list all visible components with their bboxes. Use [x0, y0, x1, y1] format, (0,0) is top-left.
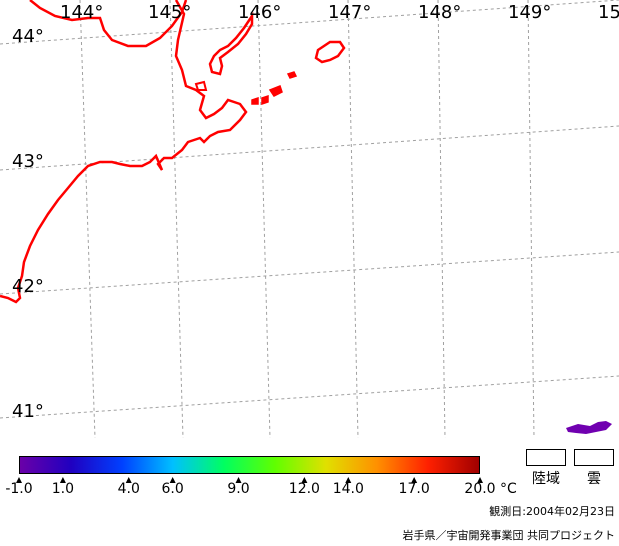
kunashiri-coast: [208, 11, 254, 76]
longitude-label-148: 148°: [418, 2, 462, 23]
colorbar-tick-marks: [16, 477, 483, 483]
longitude-label-150: 15: [598, 2, 619, 23]
longitude-label-144: 144°: [60, 2, 104, 23]
meridian-line: [437, 0, 446, 438]
latitude-label-43: 43°: [12, 151, 44, 172]
land-legend-label: 陸域: [532, 471, 560, 487]
shikotan-coast: [314, 40, 346, 64]
habomai-islets: [251, 71, 298, 106]
colorbar-tick-label: 12.0: [288, 481, 320, 497]
small-island: [194, 80, 208, 91]
cloud-legend-label: 雲: [587, 471, 601, 487]
cloud-legend-swatch: [574, 449, 614, 466]
meridian-line: [527, 0, 535, 438]
colorbar-tick: [169, 477, 176, 483]
colorbar-tick: [411, 477, 418, 483]
graticule: [0, 0, 619, 438]
longitude-label-145: 145°: [148, 2, 192, 23]
colorbar-tick-label: -1.0: [5, 481, 33, 497]
colorbar-tick: [125, 477, 132, 483]
colorbar-tick-label: 4.0: [117, 481, 140, 497]
parallel-line: [0, 0, 619, 45]
latitude-label-41: 41°: [12, 401, 44, 422]
meridian-line: [347, 0, 359, 438]
colorbar-tick-label: 20.0: [464, 481, 496, 497]
map-canvas: [0, 0, 619, 438]
colorbar-tick: [16, 477, 22, 483]
land-legend-swatch: [526, 449, 566, 466]
parallel-line: [0, 375, 619, 419]
credit-line: 岩手県／宇宙開発事業団 共同プロジェクト: [402, 529, 616, 542]
meridian-line: [257, 0, 271, 438]
colorbar-tick-label: 9.0: [227, 481, 250, 497]
colorbar-tick: [301, 477, 308, 483]
colorbar-tick-label: 6.0: [161, 481, 184, 497]
hokkaido-coast: [0, 0, 248, 304]
colorbar-tick: [477, 477, 483, 483]
temperature-colorbar: [19, 456, 480, 474]
longitude-label-149: 149°: [508, 2, 552, 23]
longitude-label-147: 147°: [328, 2, 372, 23]
sst-data-patch: [566, 421, 612, 434]
coastline: [0, 0, 346, 304]
colorbar-tick-label: 1.0: [51, 481, 75, 497]
colorbar-tick-label: 14.0: [332, 481, 364, 497]
colorbar-unit: °C: [500, 481, 517, 497]
longitude-label-146: 146°: [238, 2, 282, 23]
latitude-label-44: 44°: [12, 26, 44, 47]
meridian-line: [79, 0, 96, 438]
colorbar-tick: [345, 477, 352, 483]
colorbar-tick: [59, 477, 66, 483]
parallel-line: [0, 251, 619, 295]
colorbar-tick: [235, 477, 242, 483]
colorbar-tick-label: 17.0: [398, 481, 430, 497]
observation-date: 観測日:2004年02月23日: [489, 505, 615, 518]
meridian-line: [169, 0, 184, 438]
latitude-label-42: 42°: [12, 276, 44, 297]
